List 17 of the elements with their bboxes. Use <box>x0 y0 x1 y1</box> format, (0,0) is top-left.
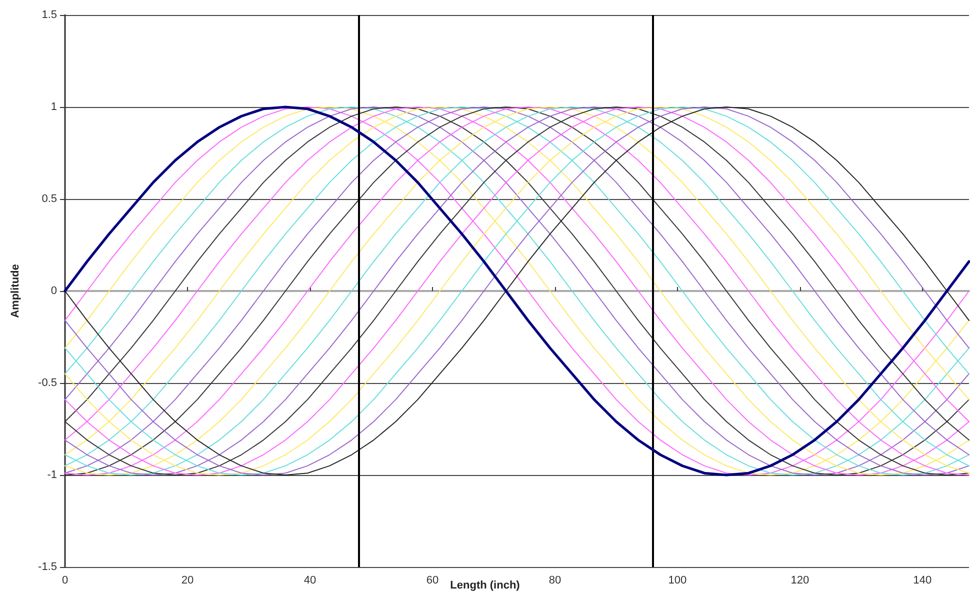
x-tick-label: 60 <box>426 574 439 586</box>
y-tick-label: 0 <box>50 285 57 297</box>
x-tick-label: 40 <box>304 574 316 586</box>
x-axis-title: Length (inch) <box>450 580 520 592</box>
y-tick-label: -1 <box>47 469 57 481</box>
x-tick-label: 100 <box>668 574 687 586</box>
x-tick-label: 20 <box>181 574 194 586</box>
x-tick-label: 140 <box>913 574 932 586</box>
y-tick-label: 1 <box>50 101 57 113</box>
x-tick-label: 0 <box>62 574 68 586</box>
y-axis-title: Amplitude <box>10 264 22 318</box>
y-tick-label: -1.5 <box>38 561 57 573</box>
y-tick-label: -0.5 <box>38 377 57 389</box>
x-tick-label: 120 <box>790 574 810 586</box>
x-tick-label: 80 <box>548 574 562 586</box>
y-tick-label: 1.5 <box>42 9 57 21</box>
y-tick-label: 0.5 <box>42 193 57 205</box>
